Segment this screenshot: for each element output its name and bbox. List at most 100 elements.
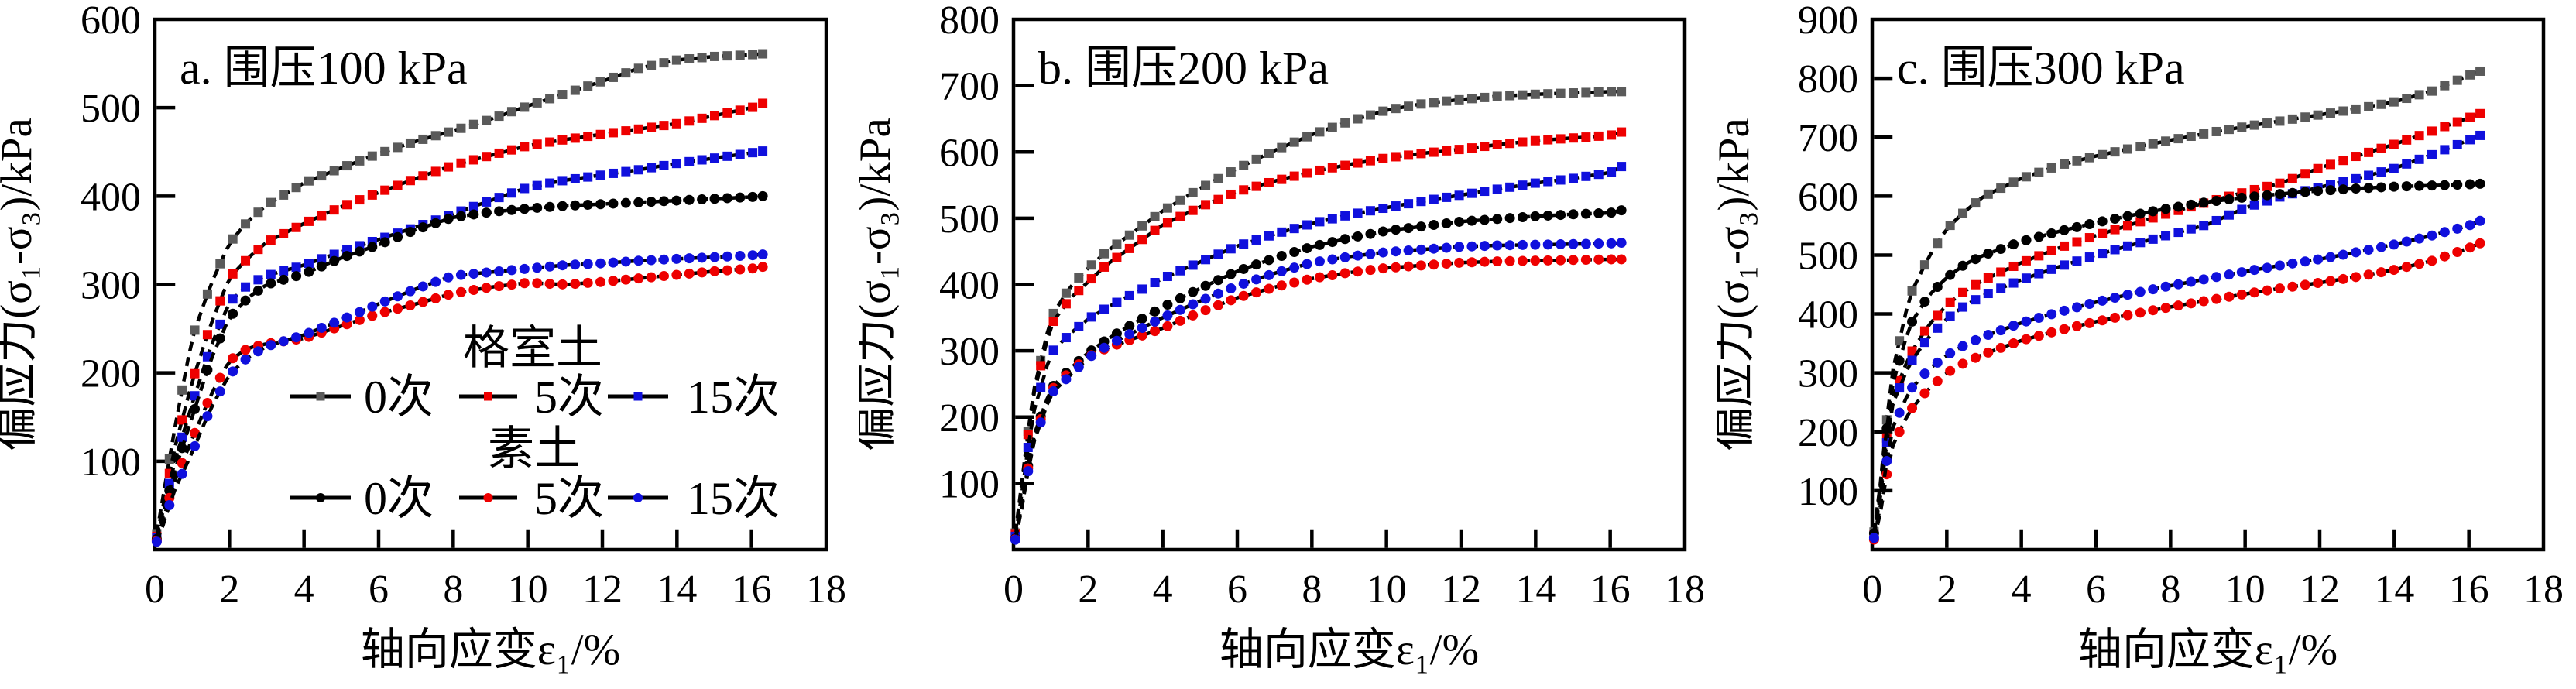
- series-plain-1: [1868, 238, 2485, 545]
- series-marker: [1353, 158, 1363, 168]
- series-marker: [2249, 200, 2259, 210]
- series-marker: [2186, 199, 2197, 210]
- series-marker: [1340, 160, 1350, 170]
- series-marker: [228, 269, 238, 279]
- series-marker: [190, 325, 200, 335]
- series-marker: [2084, 299, 2095, 310]
- series-marker: [2198, 274, 2209, 285]
- series-marker: [608, 257, 619, 268]
- series-marker: [1150, 211, 1160, 221]
- series-marker: [1302, 259, 1312, 269]
- series-marker: [430, 218, 441, 228]
- legend-entry-label: 15次: [687, 372, 780, 423]
- series-marker: [1945, 297, 1955, 307]
- series-line: [1014, 241, 1622, 540]
- series-marker: [2148, 206, 2159, 217]
- series-marker: [722, 151, 732, 161]
- y-axis-label: 偏应力(σ₁-σ₃)/kPa: [859, 118, 900, 451]
- series-marker: [1201, 255, 1211, 265]
- series-marker: [278, 336, 289, 347]
- series-marker: [1454, 94, 1464, 105]
- series-marker: [1048, 386, 1059, 397]
- y-tick-label: 500: [939, 197, 1000, 242]
- x-tick-label: 16: [1590, 567, 1631, 612]
- series-marker: [2300, 187, 2310, 197]
- series-marker: [2060, 260, 2070, 270]
- series-marker: [1365, 156, 1375, 166]
- series-marker: [2402, 135, 2412, 145]
- series-marker: [1048, 345, 1058, 355]
- series-marker: [1932, 375, 1943, 386]
- series-marker: [1226, 189, 1236, 199]
- series-marker: [2287, 187, 2298, 198]
- x-tick-label: 4: [294, 567, 314, 612]
- series-marker: [2389, 181, 2399, 192]
- series-marker: [1492, 240, 1503, 251]
- series-marker: [1188, 187, 1198, 197]
- series-marker: [735, 50, 745, 60]
- series-marker: [2427, 86, 2437, 96]
- series-marker: [1543, 89, 1553, 99]
- series-marker: [1124, 329, 1135, 340]
- series-marker: [1983, 289, 1993, 299]
- series-marker: [671, 269, 682, 280]
- series-marker: [633, 63, 643, 74]
- series-marker: [621, 166, 631, 177]
- series-marker: [1454, 257, 1465, 268]
- series-marker: [1023, 442, 1033, 452]
- y-tick-label: 400: [1798, 293, 1858, 338]
- series-marker: [1479, 256, 1490, 267]
- x-tick-label: 10: [508, 567, 548, 612]
- series-marker: [1036, 361, 1046, 371]
- series-marker: [1137, 235, 1147, 245]
- series-marker: [484, 392, 492, 401]
- panel-a-confining-100kpa: 100 200 300 400 500 600 0 2 4 6 8 10 12 14 16 18 轴向应变ε₁/…: [0, 0, 859, 685]
- series-marker: [1593, 208, 1604, 219]
- series-marker: [1466, 215, 1477, 226]
- series-marker: [2224, 194, 2235, 204]
- series-marker: [1429, 259, 1439, 270]
- series-marker: [1907, 286, 1917, 296]
- series-marker: [1314, 239, 1325, 250]
- panel-c-confining-300kpa: 100 200 300 400 500 600 700 800 900 0 2 4 6 8 10 12 14 16…: [1710, 0, 2576, 685]
- series-marker: [757, 190, 768, 201]
- series-marker: [1061, 299, 1071, 309]
- series-marker: [2098, 249, 2108, 259]
- series-geocell-0: [152, 49, 768, 539]
- series-marker: [608, 168, 618, 178]
- series-marker: [1264, 231, 1274, 241]
- series-marker: [1404, 150, 1414, 160]
- y-tick-label: 500: [81, 87, 141, 131]
- x-tick-label: 18: [1665, 567, 1705, 612]
- series-marker: [2059, 225, 2070, 235]
- series-marker: [1492, 140, 1502, 150]
- series-marker: [1124, 230, 1134, 240]
- series-marker: [1137, 284, 1147, 294]
- series-marker: [2287, 114, 2297, 124]
- series-marker: [1112, 239, 1122, 249]
- series-marker: [2389, 139, 2399, 149]
- series-marker: [1983, 249, 1994, 259]
- series-marker: [557, 176, 568, 186]
- series-marker: [266, 197, 276, 207]
- series-marker: [494, 266, 505, 276]
- series-marker: [545, 137, 555, 147]
- series-marker: [659, 58, 669, 68]
- series-marker: [1479, 241, 1490, 252]
- series-marker: [1239, 160, 1249, 170]
- series-marker: [1517, 239, 1528, 250]
- series-marker: [2198, 197, 2209, 208]
- series-marker: [266, 278, 276, 289]
- series-marker: [1251, 287, 1262, 298]
- series-marker: [1429, 194, 1439, 204]
- legend-entry-label: 15次: [687, 473, 780, 524]
- series-marker: [291, 183, 301, 193]
- series-marker: [2439, 251, 2450, 262]
- series-marker: [2427, 149, 2437, 159]
- series-marker: [1327, 254, 1338, 265]
- series-marker: [2465, 70, 2475, 80]
- series-marker: [1996, 267, 2006, 277]
- series-marker: [2313, 163, 2323, 173]
- series-marker: [1466, 257, 1477, 268]
- series-marker: [2173, 228, 2183, 238]
